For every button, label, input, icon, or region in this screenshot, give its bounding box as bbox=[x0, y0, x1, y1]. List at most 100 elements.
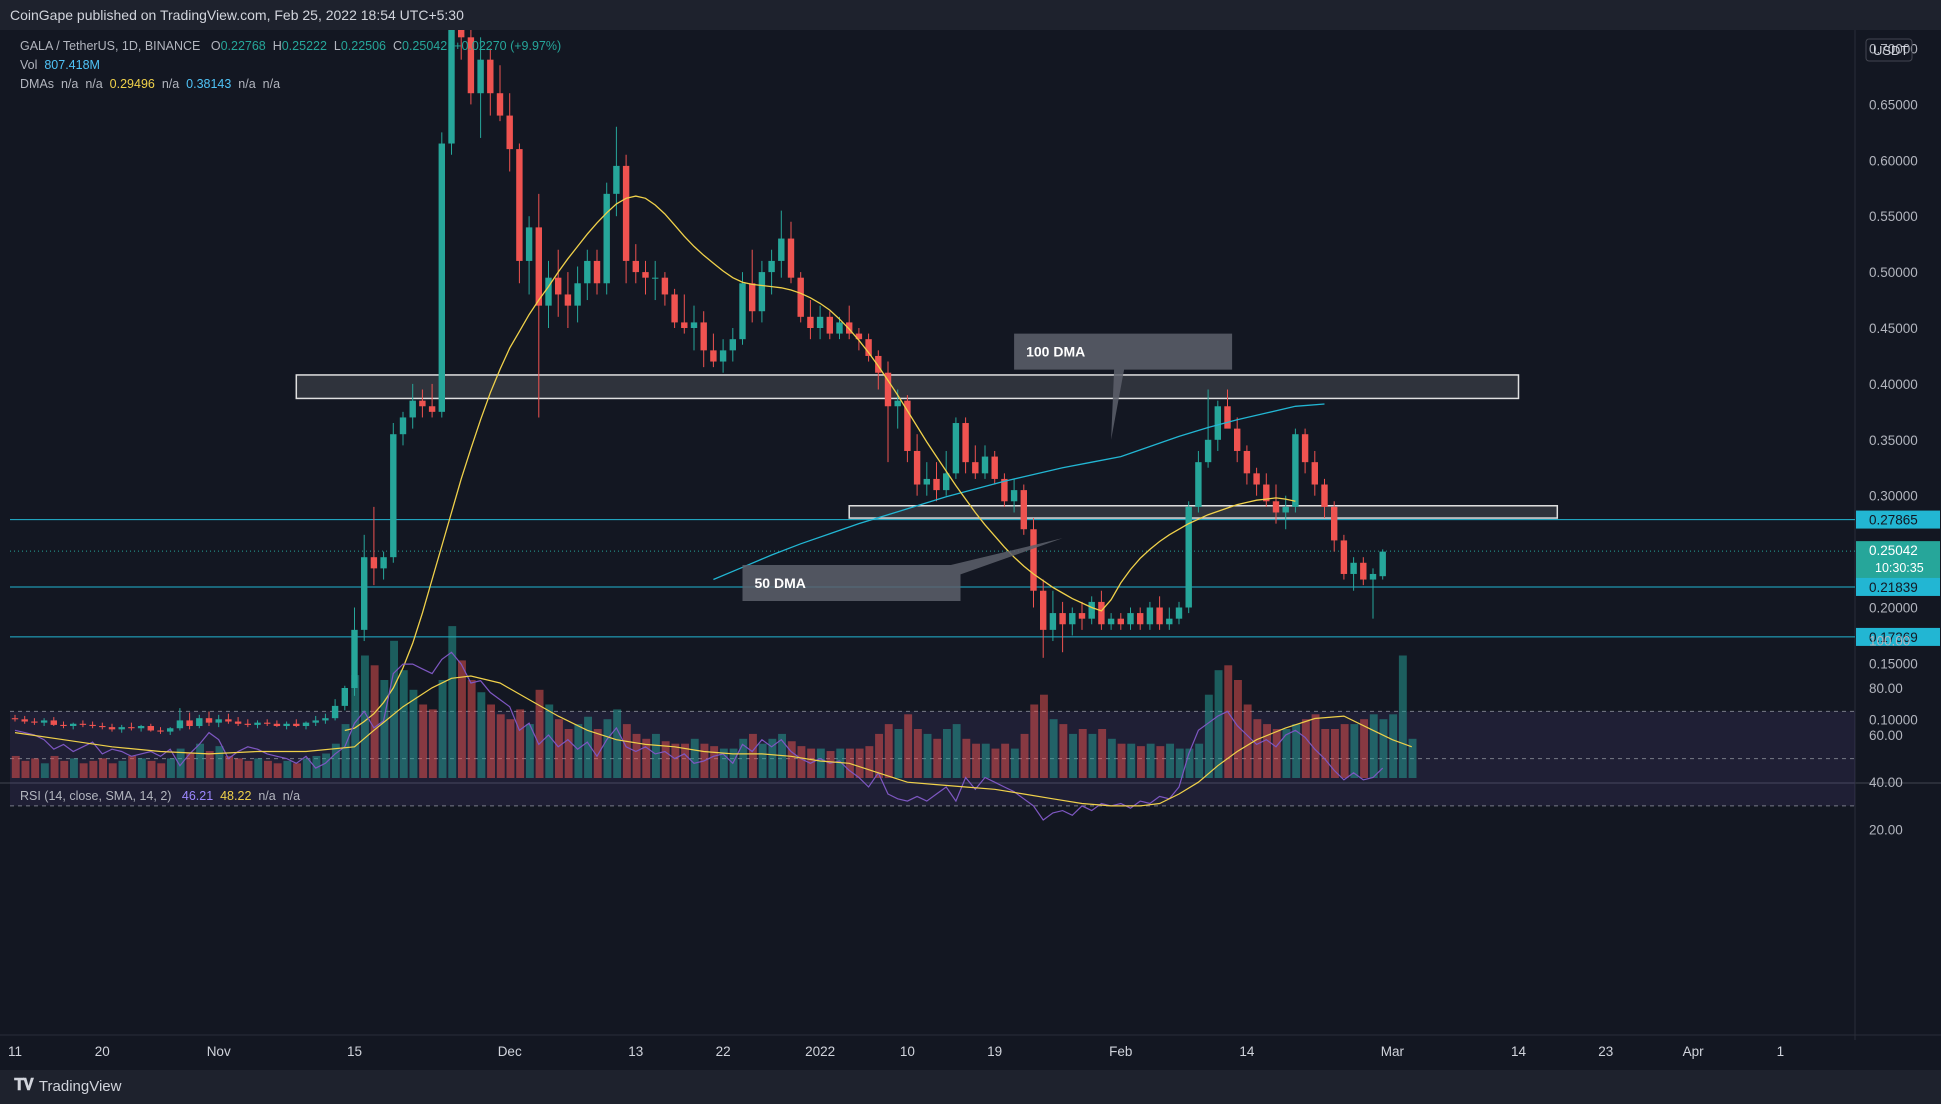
rsi-tick-label: 80.00 bbox=[1869, 681, 1903, 696]
candle-body bbox=[1107, 618, 1115, 625]
volume-bar bbox=[506, 719, 515, 778]
candle-body bbox=[1175, 607, 1183, 619]
candle-body bbox=[1204, 439, 1212, 463]
candle-body bbox=[671, 294, 678, 323]
volume-bar bbox=[1185, 748, 1194, 778]
volume-bar bbox=[584, 716, 592, 778]
volume-bar bbox=[1321, 729, 1330, 778]
volume-bar bbox=[1098, 729, 1107, 778]
volume-bar bbox=[661, 741, 670, 778]
candle-body bbox=[1020, 490, 1027, 530]
rsi-tick-label: 20.00 bbox=[1869, 822, 1903, 837]
candle-body bbox=[1321, 484, 1328, 507]
volume-bar bbox=[496, 714, 505, 778]
annotation-callout bbox=[742, 538, 1063, 602]
volume-bar bbox=[428, 709, 437, 778]
volume-bar bbox=[652, 733, 660, 778]
volume-bar bbox=[467, 680, 476, 778]
candle-body bbox=[467, 37, 475, 94]
rsi-legend: RSI (14, close, SMA, 14, 2) 46.21 48.22 … bbox=[20, 789, 301, 803]
candle-body bbox=[652, 277, 659, 279]
volume-bar bbox=[991, 748, 1000, 778]
volume-bar bbox=[293, 763, 301, 778]
candle-body bbox=[836, 322, 843, 334]
price-tick-label: 0.50000 bbox=[1869, 265, 1918, 280]
price-tick-label: 0.40000 bbox=[1869, 377, 1918, 392]
candle-body bbox=[1340, 540, 1348, 574]
candle-body bbox=[147, 726, 154, 731]
volume-bar bbox=[1360, 719, 1368, 778]
candle-body bbox=[108, 727, 116, 730]
candle-body bbox=[555, 277, 562, 295]
sr-zone bbox=[295, 374, 1520, 400]
candle-body bbox=[846, 322, 853, 334]
candle-body bbox=[797, 277, 804, 317]
brand-label: TradingView bbox=[38, 1077, 122, 1095]
rsi-line bbox=[14, 651, 1384, 821]
volume-bar bbox=[681, 743, 689, 778]
candle-body bbox=[632, 260, 639, 273]
volume-bar bbox=[128, 755, 137, 778]
candle-body bbox=[361, 557, 368, 630]
volume-value: 807.418M bbox=[44, 58, 100, 72]
candle-body bbox=[681, 322, 688, 328]
candle-body bbox=[264, 722, 271, 724]
volume-bar bbox=[816, 748, 825, 778]
volume-bar bbox=[399, 670, 408, 778]
candle-body bbox=[923, 478, 930, 485]
volume-bar bbox=[1389, 714, 1398, 778]
volume-bar bbox=[331, 743, 340, 778]
candle-body bbox=[1224, 406, 1231, 429]
candle-body bbox=[399, 417, 407, 435]
candle-body bbox=[1301, 434, 1309, 463]
volume-bar bbox=[1166, 743, 1174, 778]
volume-bar bbox=[89, 760, 98, 778]
volume-bar bbox=[419, 704, 428, 778]
candle-body bbox=[1010, 490, 1018, 502]
change-value: +0.02270 (+9.97%) bbox=[454, 39, 562, 53]
price-tick-label: 0.70000 bbox=[1869, 42, 1918, 57]
price-chart[interactable]: 100 DMA 50 DMA 0.70000 0.65000 0.60000 0.5500… bbox=[0, 30, 1941, 1070]
volume-bar bbox=[1301, 719, 1310, 778]
candle-body bbox=[816, 316, 824, 328]
candle-body bbox=[700, 322, 707, 351]
candle-body bbox=[186, 720, 193, 727]
dma50-line bbox=[344, 195, 1296, 732]
price-axis-tag-label: 0.25042 bbox=[1869, 543, 1918, 558]
sr-zone bbox=[848, 505, 1559, 519]
price-axis-tag bbox=[1856, 510, 1940, 529]
candle-body bbox=[603, 193, 610, 284]
candle-body bbox=[884, 372, 892, 407]
volume-bar bbox=[147, 760, 156, 778]
candle-body bbox=[196, 718, 203, 727]
candle-body bbox=[1195, 462, 1202, 507]
close-value: 0.25042 bbox=[402, 39, 448, 53]
candle-body bbox=[564, 294, 572, 306]
volume-bar bbox=[671, 743, 680, 778]
candle-body bbox=[351, 629, 358, 688]
candle-body bbox=[1059, 613, 1066, 625]
volume-bar bbox=[341, 724, 350, 778]
candle-body bbox=[778, 238, 785, 261]
candle-body bbox=[622, 165, 630, 261]
time-tick-label: Feb bbox=[1109, 1044, 1132, 1059]
candle-body bbox=[428, 406, 436, 412]
volume-bar bbox=[1253, 719, 1262, 778]
tradingview-brand[interactable]: 𝐓𝐕 TradingView bbox=[14, 1077, 121, 1095]
time-tick-label: 10 bbox=[900, 1044, 915, 1059]
volume-bar bbox=[1137, 746, 1145, 778]
volume-bar bbox=[79, 763, 88, 778]
volume-bar bbox=[351, 675, 360, 778]
candle-body bbox=[574, 283, 581, 306]
volume-bar bbox=[322, 753, 331, 778]
candle-body bbox=[234, 721, 242, 724]
volume-bar bbox=[438, 680, 447, 778]
volume-bar bbox=[1398, 655, 1407, 778]
candle-body bbox=[904, 400, 911, 451]
volume-bar bbox=[943, 729, 951, 778]
dma50-value: 0.29496 bbox=[109, 77, 155, 91]
volume-bar bbox=[1331, 729, 1339, 778]
volume-bar bbox=[1234, 680, 1242, 778]
volume-bar bbox=[981, 743, 990, 778]
volume-bar bbox=[516, 709, 525, 778]
